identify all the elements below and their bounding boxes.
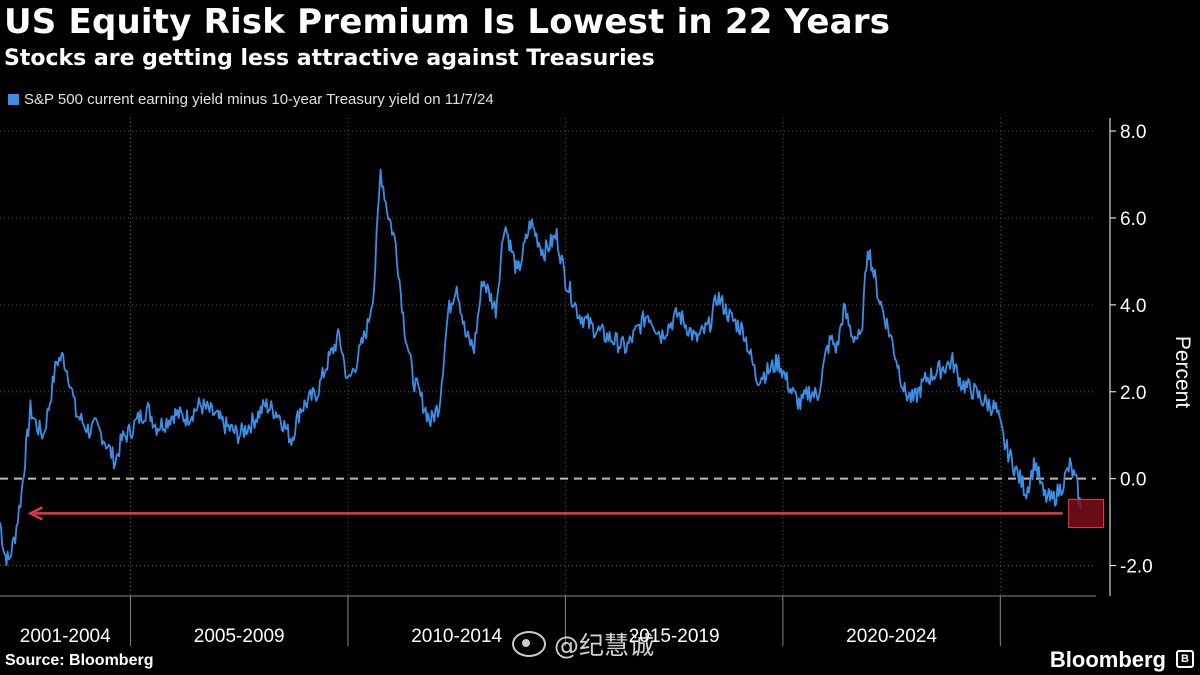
legend-swatch [8,94,19,105]
y-tick-label: 8.0 [1120,122,1146,143]
y-axis-label: Percent [1171,336,1194,409]
x-period-label: 2020-2024 [846,626,937,647]
y-tick-label: 6.0 [1120,209,1146,230]
y-tick-label: 0.0 [1120,470,1146,491]
legend: S&P 500 current earning yield minus 10-y… [8,91,494,108]
axis-layer: 8.0 6.0 4.0 2.0 0.0 -2.0 Percent 2001-2004 2005-… [0,118,1194,647]
series-line-0 [0,168,1082,566]
source-note: Source: Bloomberg [5,652,154,669]
x-period-label: 2010-2014 [411,626,502,647]
chart-title: US Equity Risk Premium Is Lowest in 22 Y… [4,2,891,42]
y-tick-label: 4.0 [1120,296,1146,317]
annotation-layer [27,498,1105,528]
y-tick-label: 2.0 [1120,383,1146,404]
weibo-logo-icon [512,631,546,657]
x-period-label: 2001-2004 [20,626,111,647]
x-period-label: 2005-2009 [194,626,285,647]
x-period-label: 2015-2019 [629,626,720,647]
annotation-highlight-box [1068,498,1105,528]
legend-label: S&P 500 current earning yield minus 10-y… [24,91,494,108]
watermark: @纪慧诚 [512,626,654,662]
brand-logo: Bloomberg [1049,647,1166,672]
chart-subtitle: Stocks are getting less attractive again… [4,46,655,71]
bloomberg-b-icon: B [1176,650,1194,668]
grid-layer [0,118,1096,596]
y-tick-label: -2.0 [1120,557,1153,578]
annotation-arrow-head [27,506,44,521]
watermark-text: @纪慧诚 [554,631,655,660]
series-layer [0,168,1082,566]
